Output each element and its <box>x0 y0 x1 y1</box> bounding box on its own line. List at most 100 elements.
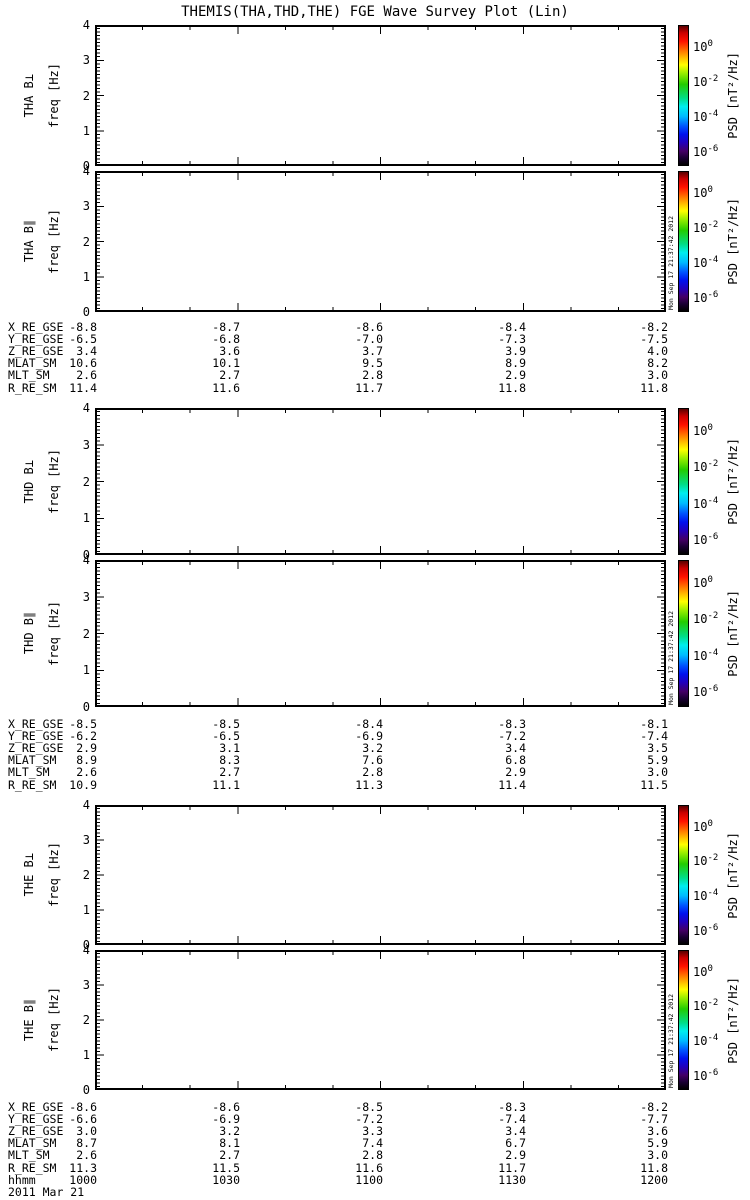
panel-label-tha-bpar: THA B∥ <box>20 171 37 312</box>
ephemeris-cell: -6.5 <box>69 332 97 347</box>
colorbar-tick-base: 10 <box>693 964 708 979</box>
colorbar-tick-base: 10 <box>693 74 708 89</box>
timestamp-wrap-thd-bpar: Mon Sep 17 21:37:42 2012 <box>667 560 677 705</box>
panel-axes-thd-bperp <box>95 408 666 555</box>
colorbar-tick-base: 10 <box>693 685 708 700</box>
ephemeris-cell: -8.6 <box>212 1100 240 1114</box>
ephemeris-cell: -8.1 <box>640 717 668 731</box>
panel-label-thd-bpar: THD B∥ <box>20 560 37 707</box>
colorbar-tick-tha-bperp-3: 10-6 <box>693 141 718 160</box>
y-tick-label-tha-bpar-3: 3 <box>82 199 90 214</box>
colorbar-tick-base: 10 <box>693 854 708 869</box>
timestamp-the-bpar: Mon Sep 17 21:37:42 2012 <box>667 994 675 1088</box>
ephemeris-cell: 3.2 <box>362 741 383 756</box>
panel-axes-tha-bperp <box>95 25 666 166</box>
panel-label-the-bperp-text: THE B⊥ <box>21 853 36 897</box>
ephemeris-cell: 1200 <box>640 1172 668 1187</box>
ephemeris-cell: 3.5 <box>647 741 668 756</box>
y-tick-label-tha-bperp-1: 1 <box>82 123 90 138</box>
colorbar-tick-base: 10 <box>693 575 708 590</box>
spectrogram-panel-tha-bperp <box>95 25 666 166</box>
colorbar-tick-exponent: -6 <box>707 1068 719 1079</box>
ephemeris-row-label: X_RE_GSE <box>8 320 64 334</box>
timestamp-thd-bpar: Mon Sep 17 21:37:42 2012 <box>667 611 675 705</box>
ephemeris-row-label: MLT_SM <box>8 1148 50 1163</box>
colorbar-tick-base: 10 <box>693 423 708 438</box>
y-tick-label-the-bpar-2: 2 <box>82 1013 90 1027</box>
ephemeris-cell: 2.7 <box>219 368 240 383</box>
ephemeris-cell: 2.9 <box>505 1148 526 1163</box>
y-tick-label-thd-bperp-3: 3 <box>82 437 90 452</box>
ephemeris-cell: 3.0 <box>647 765 668 780</box>
ephemeris-cell: 2.6 <box>76 1148 97 1163</box>
colorbar-tick-base: 10 <box>693 255 708 270</box>
colorbar-title-tha-bperp: PSD [nT²/Hz] <box>722 25 744 166</box>
spectrogram-panel-the-bperp <box>95 805 666 945</box>
ephemeris-cell: 10.1 <box>212 356 240 371</box>
ephemeris-cell: 10.9 <box>69 777 97 792</box>
y-tick-label-thd-bperp-0: 0 <box>82 548 90 562</box>
ephemeris-cell: 1030 <box>212 1172 240 1187</box>
ephemeris-row-label: Z_RE_GSE <box>8 1124 64 1139</box>
colorbar-tick-exponent: -6 <box>707 684 719 695</box>
colorbar-tick-base: 10 <box>693 1034 708 1049</box>
y-tick-label-tha-bpar-0: 0 <box>82 305 90 319</box>
ephemeris-cell: 2.9 <box>505 765 526 780</box>
ephemeris-cell: 2.7 <box>219 765 240 780</box>
colorbar-tick-base: 10 <box>693 999 708 1014</box>
ephemeris-cell: 8.1 <box>219 1136 240 1151</box>
y-tick-label-the-bperp-2: 2 <box>82 868 90 882</box>
colorbar-tick-the-bpar-3: 10-6 <box>693 1065 718 1084</box>
colorbar-tick-thd-bpar-2: 10-4 <box>693 645 718 664</box>
y-tick-label-the-bpar-1: 1 <box>82 1048 90 1062</box>
ephemeris-row-label: Y_RE_GSE <box>8 729 64 744</box>
ephemeris-cell: 8.2 <box>647 356 668 371</box>
colorbar-tick-the-bperp-1: 10-2 <box>693 850 718 869</box>
ephemeris-row-label: MLAT_SM <box>8 1136 57 1151</box>
colorbar-thd-bperp <box>678 408 689 555</box>
ephemeris-cell: -7.3 <box>498 332 526 347</box>
colorbar-title-tha-bpar: PSD [nT²/Hz] <box>722 171 744 312</box>
colorbar-tick-base: 10 <box>693 533 708 548</box>
spectrogram-panel-thd-bperp <box>95 408 666 555</box>
colorbar-the-bperp <box>678 805 689 945</box>
colorbar-tick-base: 10 <box>693 145 708 160</box>
y-tick-label-thd-bperp-4: 4 <box>82 401 90 415</box>
timestamp-wrap-tha-bpar: Mon Sep 17 21:37:42 2012 <box>667 171 677 310</box>
ephemeris-row-label: R_RE_SM <box>8 777 57 792</box>
colorbar-tick-exponent: -4 <box>707 495 719 506</box>
colorbar-title-the-bpar: PSD [nT²/Hz] <box>722 950 744 1090</box>
colorbar-tick-exponent: 0 <box>707 818 713 829</box>
ephemeris-cell: 11.5 <box>212 1160 240 1175</box>
page-title: THEMIS(THA,THD,THE) FGE Wave Survey Plot… <box>181 4 569 20</box>
colorbar-tick-thd-bpar-1: 10-2 <box>693 608 718 627</box>
ephemeris-row-label: X_RE_GSE <box>8 1100 64 1114</box>
ephemeris-cell: 2.9 <box>76 741 97 756</box>
colorbar-tha-bperp <box>678 25 689 166</box>
ephemeris-cell: -7.7 <box>640 1112 668 1127</box>
colorbar-tick-base: 10 <box>693 889 708 904</box>
panel-label-thd-bperp-text: THD B⊥ <box>21 459 36 504</box>
colorbar-tick-exponent: 0 <box>707 963 713 974</box>
colorbar-tick-exponent: 0 <box>707 185 713 196</box>
y-tick-label-the-bperp-4: 4 <box>82 798 90 812</box>
colorbar-title-thd-bperp-text: PSD [nT²/Hz] <box>726 438 740 525</box>
colorbar-title-tha-bpar-text: PSD [nT²/Hz] <box>726 198 740 285</box>
ephemeris-cell: 11.8 <box>640 380 668 395</box>
colorbar-tick-thd-bperp-2: 10-4 <box>693 493 718 512</box>
colorbar-tick-exponent: -2 <box>707 458 719 469</box>
colorbar-tick-the-bpar-0: 100 <box>693 961 713 980</box>
y-tick-label-thd-bperp-2: 2 <box>82 474 90 489</box>
panel-label-the-bpar: THE B∥ <box>20 950 37 1090</box>
panel-label-thd-bperp: THD B⊥ <box>20 408 37 555</box>
ephemeris-row-label: Y_RE_GSE <box>8 1112 64 1127</box>
colorbar-tick-tha-bperp-1: 10-2 <box>693 71 718 90</box>
ephemeris-cell: 11.6 <box>212 380 240 395</box>
ephemeris-cell: 3.7 <box>362 344 383 359</box>
ephemeris-row-label: X_RE_GSE <box>8 717 64 731</box>
colorbar-tick-thd-bperp-0: 100 <box>693 420 713 439</box>
ephemeris-cell: -8.6 <box>355 320 383 334</box>
ephemeris-row-label: MLT_SM <box>8 765 50 780</box>
colorbar-tick-tha-bpar-2: 10-4 <box>693 252 718 271</box>
